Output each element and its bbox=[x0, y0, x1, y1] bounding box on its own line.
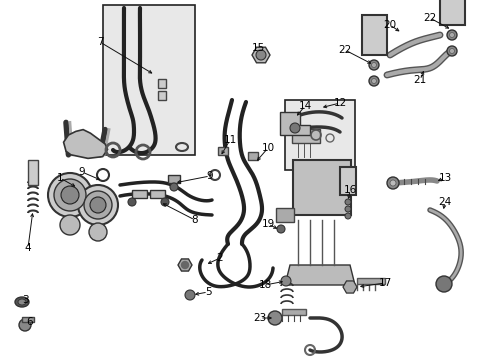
Bar bbox=[22, 317, 34, 322]
Circle shape bbox=[281, 276, 290, 286]
Text: 7: 7 bbox=[97, 37, 103, 47]
Polygon shape bbox=[251, 47, 269, 63]
Bar bbox=[132, 190, 147, 198]
Circle shape bbox=[345, 213, 350, 219]
Circle shape bbox=[90, 197, 106, 213]
Circle shape bbox=[170, 183, 178, 191]
Polygon shape bbox=[342, 281, 356, 293]
Bar bbox=[291, 129, 319, 143]
Polygon shape bbox=[280, 112, 309, 135]
Bar bbox=[282, 309, 305, 315]
Text: 21: 21 bbox=[412, 75, 426, 85]
Text: 14: 14 bbox=[298, 101, 311, 111]
Bar bbox=[439, 0, 464, 25]
Circle shape bbox=[371, 78, 376, 84]
Circle shape bbox=[184, 290, 195, 300]
Circle shape bbox=[446, 30, 456, 40]
Bar bbox=[168, 175, 180, 183]
Text: 2: 2 bbox=[216, 253, 223, 263]
Circle shape bbox=[368, 60, 378, 70]
Text: 9: 9 bbox=[79, 167, 85, 177]
Circle shape bbox=[181, 261, 188, 269]
Bar bbox=[339, 167, 355, 195]
Text: 5: 5 bbox=[204, 287, 211, 297]
Circle shape bbox=[345, 206, 350, 212]
Circle shape bbox=[435, 276, 451, 292]
Bar bbox=[150, 190, 164, 198]
Circle shape bbox=[289, 123, 299, 133]
Bar bbox=[275, 208, 293, 222]
Circle shape bbox=[256, 50, 265, 60]
Bar bbox=[28, 160, 38, 185]
Circle shape bbox=[48, 173, 92, 217]
Bar bbox=[158, 79, 165, 88]
Text: 20: 20 bbox=[383, 20, 396, 30]
Circle shape bbox=[78, 185, 118, 225]
Text: 11: 11 bbox=[223, 135, 236, 145]
Circle shape bbox=[61, 186, 79, 204]
Circle shape bbox=[54, 179, 86, 211]
Circle shape bbox=[345, 199, 350, 205]
Text: 13: 13 bbox=[437, 173, 451, 183]
Circle shape bbox=[60, 215, 80, 235]
Bar bbox=[218, 147, 227, 155]
Bar bbox=[361, 15, 386, 55]
Text: 9: 9 bbox=[206, 171, 213, 181]
Circle shape bbox=[448, 32, 453, 37]
Circle shape bbox=[276, 225, 285, 233]
Text: 6: 6 bbox=[27, 317, 33, 327]
Polygon shape bbox=[285, 265, 354, 285]
Ellipse shape bbox=[15, 297, 29, 307]
Circle shape bbox=[89, 223, 107, 241]
Polygon shape bbox=[63, 130, 107, 158]
Circle shape bbox=[19, 319, 31, 331]
Circle shape bbox=[386, 177, 398, 189]
Circle shape bbox=[267, 311, 282, 325]
Circle shape bbox=[448, 49, 453, 54]
Text: 8: 8 bbox=[191, 215, 198, 225]
Bar bbox=[285, 100, 354, 170]
Bar bbox=[292, 160, 350, 215]
Text: 22: 22 bbox=[423, 13, 436, 23]
Text: 19: 19 bbox=[261, 219, 274, 229]
Text: 17: 17 bbox=[378, 278, 391, 288]
Text: 24: 24 bbox=[437, 197, 451, 207]
Text: 16: 16 bbox=[343, 185, 356, 195]
Bar bbox=[247, 152, 258, 160]
Text: 3: 3 bbox=[21, 295, 28, 305]
Circle shape bbox=[371, 63, 376, 68]
Text: 1: 1 bbox=[57, 173, 63, 183]
Circle shape bbox=[128, 198, 136, 206]
Bar bbox=[158, 91, 165, 100]
Text: 18: 18 bbox=[258, 280, 271, 290]
Bar bbox=[103, 5, 195, 155]
Circle shape bbox=[368, 76, 378, 86]
Circle shape bbox=[389, 180, 395, 186]
Text: 22: 22 bbox=[338, 45, 351, 55]
Text: 12: 12 bbox=[333, 98, 346, 108]
Text: 23: 23 bbox=[253, 313, 266, 323]
Text: 15: 15 bbox=[251, 43, 264, 53]
Polygon shape bbox=[178, 259, 192, 271]
Ellipse shape bbox=[18, 299, 26, 305]
Bar bbox=[356, 278, 384, 284]
Circle shape bbox=[161, 198, 169, 206]
Text: 4: 4 bbox=[24, 243, 31, 253]
Text: 10: 10 bbox=[261, 143, 274, 153]
Circle shape bbox=[446, 46, 456, 56]
Circle shape bbox=[84, 191, 112, 219]
